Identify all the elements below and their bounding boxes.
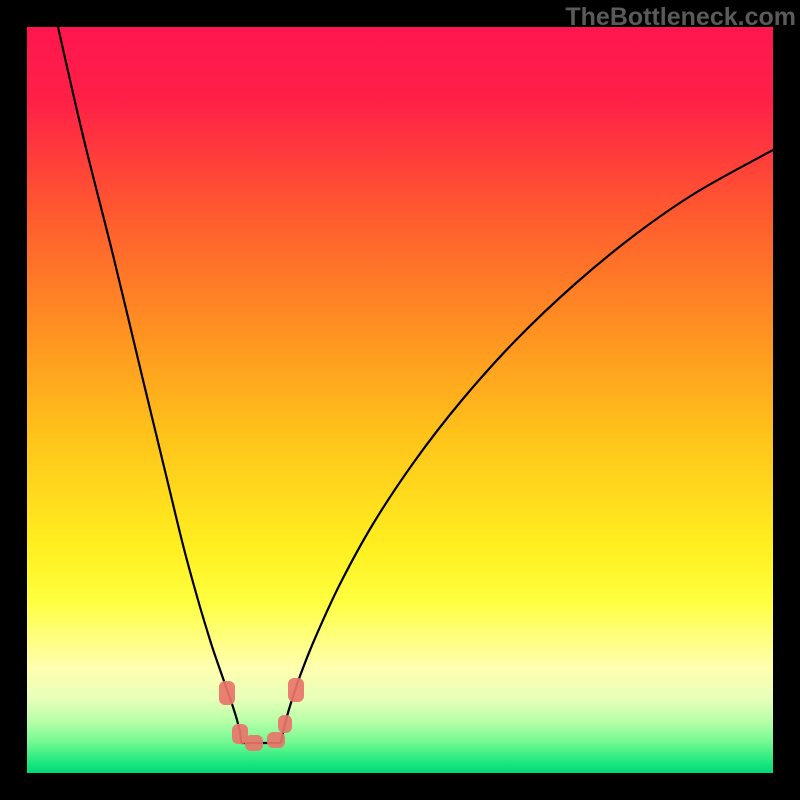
bottleneck-chart (0, 0, 800, 800)
marker-2 (245, 735, 263, 751)
marker-0 (219, 681, 235, 705)
marker-4 (278, 715, 292, 733)
gradient-background (27, 27, 773, 773)
marker-5 (288, 678, 304, 702)
watermark-text: TheBottleneck.com (556, 3, 796, 32)
marker-3 (267, 732, 285, 748)
